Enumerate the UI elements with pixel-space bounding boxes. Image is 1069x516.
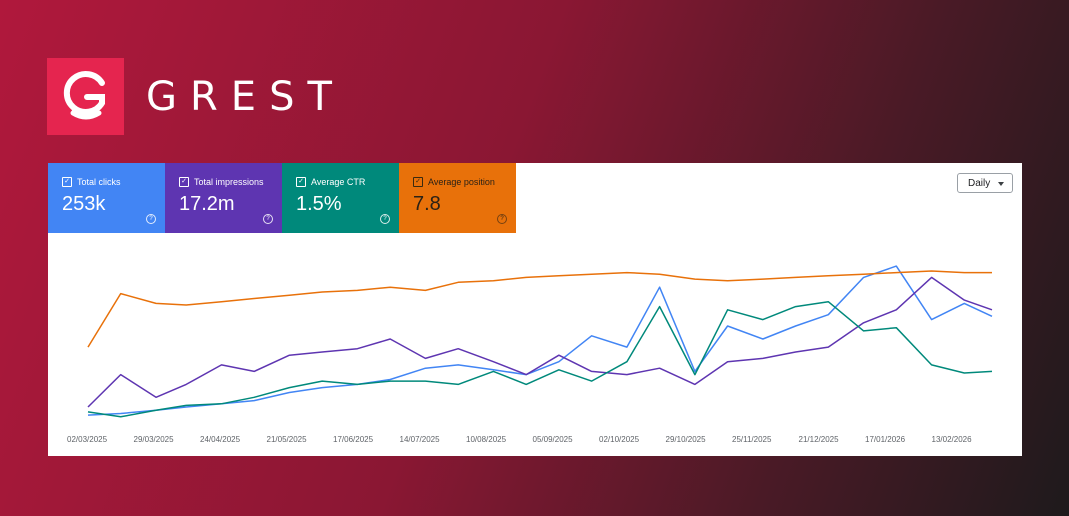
x-tick-label: 02/10/2025	[599, 435, 640, 444]
series-line-average-ctr	[87, 300, 993, 418]
help-icon[interactable]: ?	[380, 214, 390, 224]
x-tick-label: 10/08/2025	[466, 435, 507, 444]
checkbox-icon[interactable]: ✓	[296, 177, 306, 187]
grest-logo-icon	[47, 58, 124, 135]
metric-value: 253k	[62, 193, 106, 215]
performance-line-chart: 02/03/2025 29/03/2025 24/04/2025 21/05/2025…	[67, 265, 993, 444]
x-tick-label: 21/05/2025	[267, 435, 308, 444]
series-line-average-position	[87, 270, 992, 348]
help-icon[interactable]: ?	[497, 214, 507, 224]
metric-cards: ✓ Total clicks 253k ? ✓ Total impressions …	[48, 163, 516, 233]
x-tick-label: 13/02/2026	[932, 435, 973, 444]
x-tick-label: 05/09/2025	[533, 435, 574, 444]
metric-value: 1.5%	[296, 193, 342, 215]
checkbox-icon[interactable]: ✓	[62, 177, 72, 187]
x-tick-label: 21/12/2025	[799, 435, 840, 444]
x-tick-label: 24/04/2025	[200, 435, 241, 444]
brand-name: GREST	[146, 73, 345, 120]
x-tick-label: 29/03/2025	[134, 435, 175, 444]
x-tick-label: 02/03/2025	[67, 435, 108, 444]
metric-label: Total clicks	[77, 177, 121, 187]
metric-label: Total impressions	[194, 177, 264, 187]
x-tick-label: 14/07/2025	[400, 435, 441, 444]
x-tick-label: 17/01/2026	[865, 435, 906, 444]
metric-value: 17.2m	[179, 193, 235, 215]
x-tick-label: 29/10/2025	[666, 435, 707, 444]
caret-down-icon	[998, 182, 1004, 186]
metric-label: Average position	[428, 177, 495, 187]
brand-logo: GREST	[47, 58, 345, 135]
x-tick-label: 17/06/2025	[333, 435, 374, 444]
series-line-total-clicks	[87, 265, 993, 416]
granularity-value: Daily	[968, 177, 991, 189]
checkbox-icon[interactable]: ✓	[413, 177, 423, 187]
search-performance-panel: ✓ Total clicks 253k ? ✓ Total impressions …	[48, 163, 1022, 456]
help-icon[interactable]: ?	[263, 214, 273, 224]
series-line-total-impressions	[87, 276, 993, 408]
metric-label: Average CTR	[311, 177, 366, 187]
granularity-select[interactable]: Daily	[957, 173, 1013, 193]
checkbox-icon[interactable]: ✓	[179, 177, 189, 187]
x-tick-label: 25/11/2025	[732, 435, 772, 444]
metric-card-total-clicks[interactable]: ✓ Total clicks 253k ?	[48, 163, 165, 233]
metric-value: 7.8	[413, 193, 441, 215]
help-icon[interactable]: ?	[146, 214, 156, 224]
metric-card-total-impressions[interactable]: ✓ Total impressions 17.2m ?	[165, 163, 282, 233]
metric-card-average-position[interactable]: ✓ Average position 7.8 ?	[399, 163, 516, 233]
metric-card-average-ctr[interactable]: ✓ Average CTR 1.5% ?	[282, 163, 399, 233]
